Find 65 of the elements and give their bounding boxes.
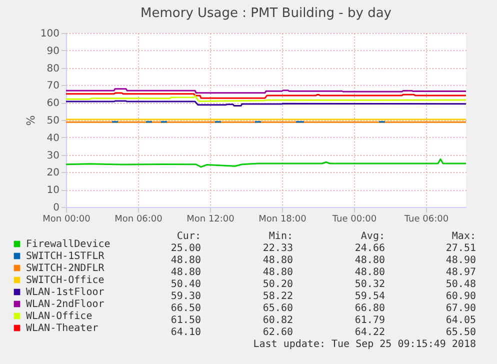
text: Min: [268,231,293,242]
legend-label: FirewallDevice [26,239,110,250]
text: 65.50 [446,327,476,338]
text: 48.80 [170,267,201,278]
y-tick-label: 40 [46,132,60,144]
text: 50.32 [354,279,385,290]
y-tick-label: 0 [53,202,60,214]
legend-label: WLAN-Theater [26,323,98,334]
legend-label: SWITCH-Office [26,275,104,286]
y-tick-label: 80 [46,63,60,74]
chart-title: Memory Usage : PMT Building - by day [140,6,392,21]
text: 64.05 [446,315,476,326]
text: 60.90 [446,291,476,302]
legend-label: SWITCH-2NDFLR [26,263,106,274]
line-series [66,158,466,168]
text: 64.10 [170,327,201,338]
text: 48.80 [354,267,385,278]
x-tick-label: Mon 00:00 [42,214,91,224]
x-tick-label: Mon 12:00 [186,214,235,224]
text: 65.60 [262,303,293,314]
text: 27.51 [446,243,476,254]
y-tick-label: 60 [46,98,60,110]
text: 48.97 [446,267,476,278]
text: 48.80 [262,255,293,266]
text: 67.90 [446,303,476,314]
text: 61.50 [170,315,201,326]
text: 64.22 [354,327,385,338]
text: Cur: [176,231,201,242]
text: 24.66 [354,243,385,254]
legend-label: SWITCH-1STFLR [26,251,106,262]
y-tick-label: 50 [46,116,60,126]
text: 48.80 [170,255,201,266]
text: 50.40 [170,279,201,290]
text: 50.48 [446,279,476,290]
text: 59.30 [170,291,201,302]
x-tick-label: Mon 06:00 [114,214,163,224]
text: 25.00 [170,243,201,254]
legend-label: WLAN-2ndFloor [26,299,104,310]
y-tick-label: 10 [46,185,60,196]
text: Avg: [360,231,385,242]
text: 60.82 [262,315,293,326]
text: 66.80 [354,303,385,314]
x-tick-label: Tue 06:00 [403,214,449,224]
text: 48.80 [354,255,385,266]
text: 61.79 [354,315,385,326]
y-axis-title: % [24,115,38,126]
y-tick-label: 70 [46,80,60,92]
legend-label: WLAN-1stFloor [26,287,104,298]
text: 59.54 [354,291,385,302]
text: Last update: Tue Sep 25 09:15:49 2018 [253,339,476,350]
y-tick-label: 90 [46,46,60,57]
text: 48.90 [446,255,476,266]
x-tick-label: Mon 18:00 [258,214,307,224]
text: 62.60 [262,327,293,338]
text: 48.80 [262,267,293,278]
text: 22.33 [262,243,293,254]
x-tick-label: Tue 00:00 [331,214,377,224]
text: 50.20 [262,279,293,290]
y-tick-label: 20 [46,168,60,179]
text: 58.22 [262,291,293,302]
text: 66.50 [170,303,201,314]
legend-label: WLAN-Office [26,311,92,322]
y-tick-label: 30 [46,150,60,162]
y-tick-label: 100 [40,28,60,40]
text: Max: [452,231,476,242]
